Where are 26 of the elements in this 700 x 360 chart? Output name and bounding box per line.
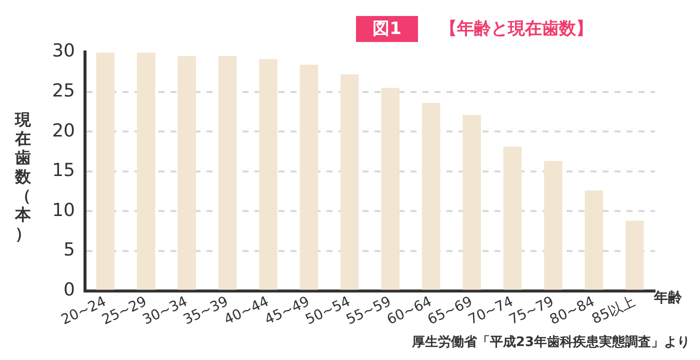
y-tick-label: 15 (52, 160, 75, 182)
bar (136, 52, 156, 290)
bar (178, 56, 196, 290)
y-tick-label: 25 (52, 80, 75, 102)
bar (259, 59, 278, 290)
bar (96, 52, 115, 290)
bar (340, 74, 359, 290)
bar (381, 88, 400, 290)
bar (625, 220, 644, 290)
bar (544, 161, 562, 290)
bar (462, 114, 481, 290)
bar (503, 146, 522, 290)
y-tick-label: 5 (64, 240, 75, 261)
chart-subtitle: 【年齢と現在歯数】 (440, 18, 593, 41)
y-tick-label: 30 (52, 40, 75, 62)
chart-title: 図1 (356, 16, 418, 42)
y-tick-label: 10 (52, 200, 75, 221)
bar (584, 190, 604, 290)
y-axis-title: 現在歯数（本） (14, 110, 32, 243)
bar (300, 64, 318, 290)
text: 厚生労働省「平成23年歯科疾患実態調査」より (412, 334, 690, 351)
bar (422, 102, 440, 290)
x-axis-title: 年齢 (654, 289, 682, 307)
bar (218, 56, 237, 290)
y-tick-label: 20 (52, 120, 75, 142)
y-tick-label: 0 (64, 279, 75, 300)
